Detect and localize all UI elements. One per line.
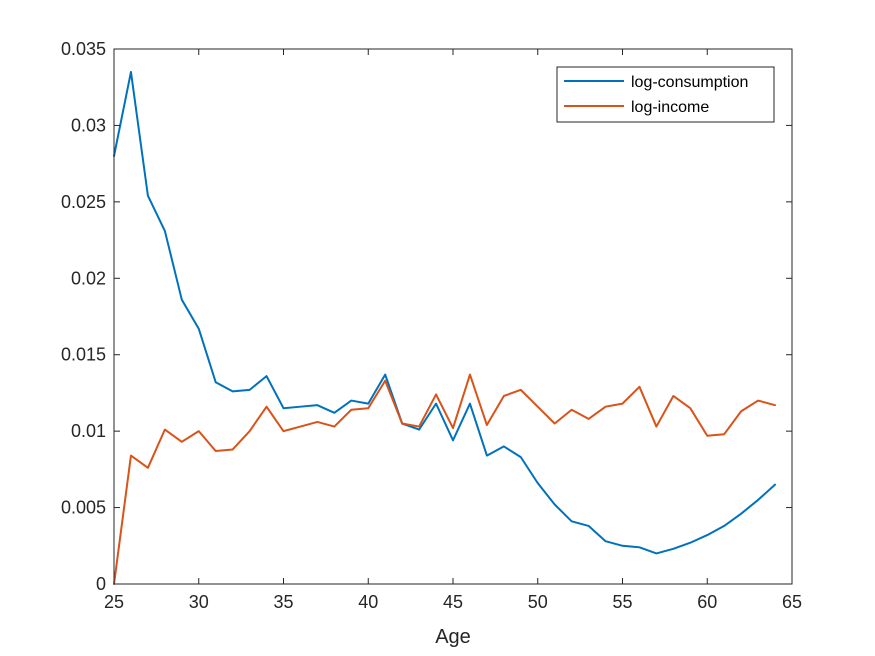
series-line-log-income xyxy=(113,373,777,585)
x-axis-title: Age xyxy=(435,626,471,648)
y-tick-label: 0.005 xyxy=(61,498,106,518)
y-tick-label: 0.015 xyxy=(61,345,106,365)
y-tick-label: 0.03 xyxy=(71,115,106,135)
x-tick-label: 50 xyxy=(528,592,548,612)
plot-area xyxy=(114,49,792,584)
y-tick-label: 0.025 xyxy=(61,192,106,212)
x-tick-label: 30 xyxy=(189,592,209,612)
legend: log-consumption log-income xyxy=(556,66,775,123)
x-tick-label: 60 xyxy=(697,592,717,612)
tick-layer: 25 30 35 40 45 50 55 60 65 0 0.005 0.01 0.015 0.02 0.0… xyxy=(61,39,802,612)
y-tick-label: 0.01 xyxy=(71,421,106,441)
series-line-log-consumption xyxy=(113,70,777,555)
x-tick-label: 40 xyxy=(358,592,378,612)
y-tick-label: 0.035 xyxy=(61,39,106,59)
legend-label-log-income: log-income xyxy=(631,99,709,116)
legend-box xyxy=(556,66,775,123)
series-layer xyxy=(113,70,777,585)
x-tick-label: 25 xyxy=(104,592,124,612)
y-tick-label: 0.02 xyxy=(71,268,106,288)
x-tick-label: 45 xyxy=(443,592,463,612)
legend-label-log-consumption: log-consumption xyxy=(631,74,748,91)
y-tick-label: 0 xyxy=(96,574,106,594)
x-tick-label: 55 xyxy=(612,592,632,612)
x-tick-label: 65 xyxy=(782,592,802,612)
x-tick-label: 35 xyxy=(273,592,293,612)
